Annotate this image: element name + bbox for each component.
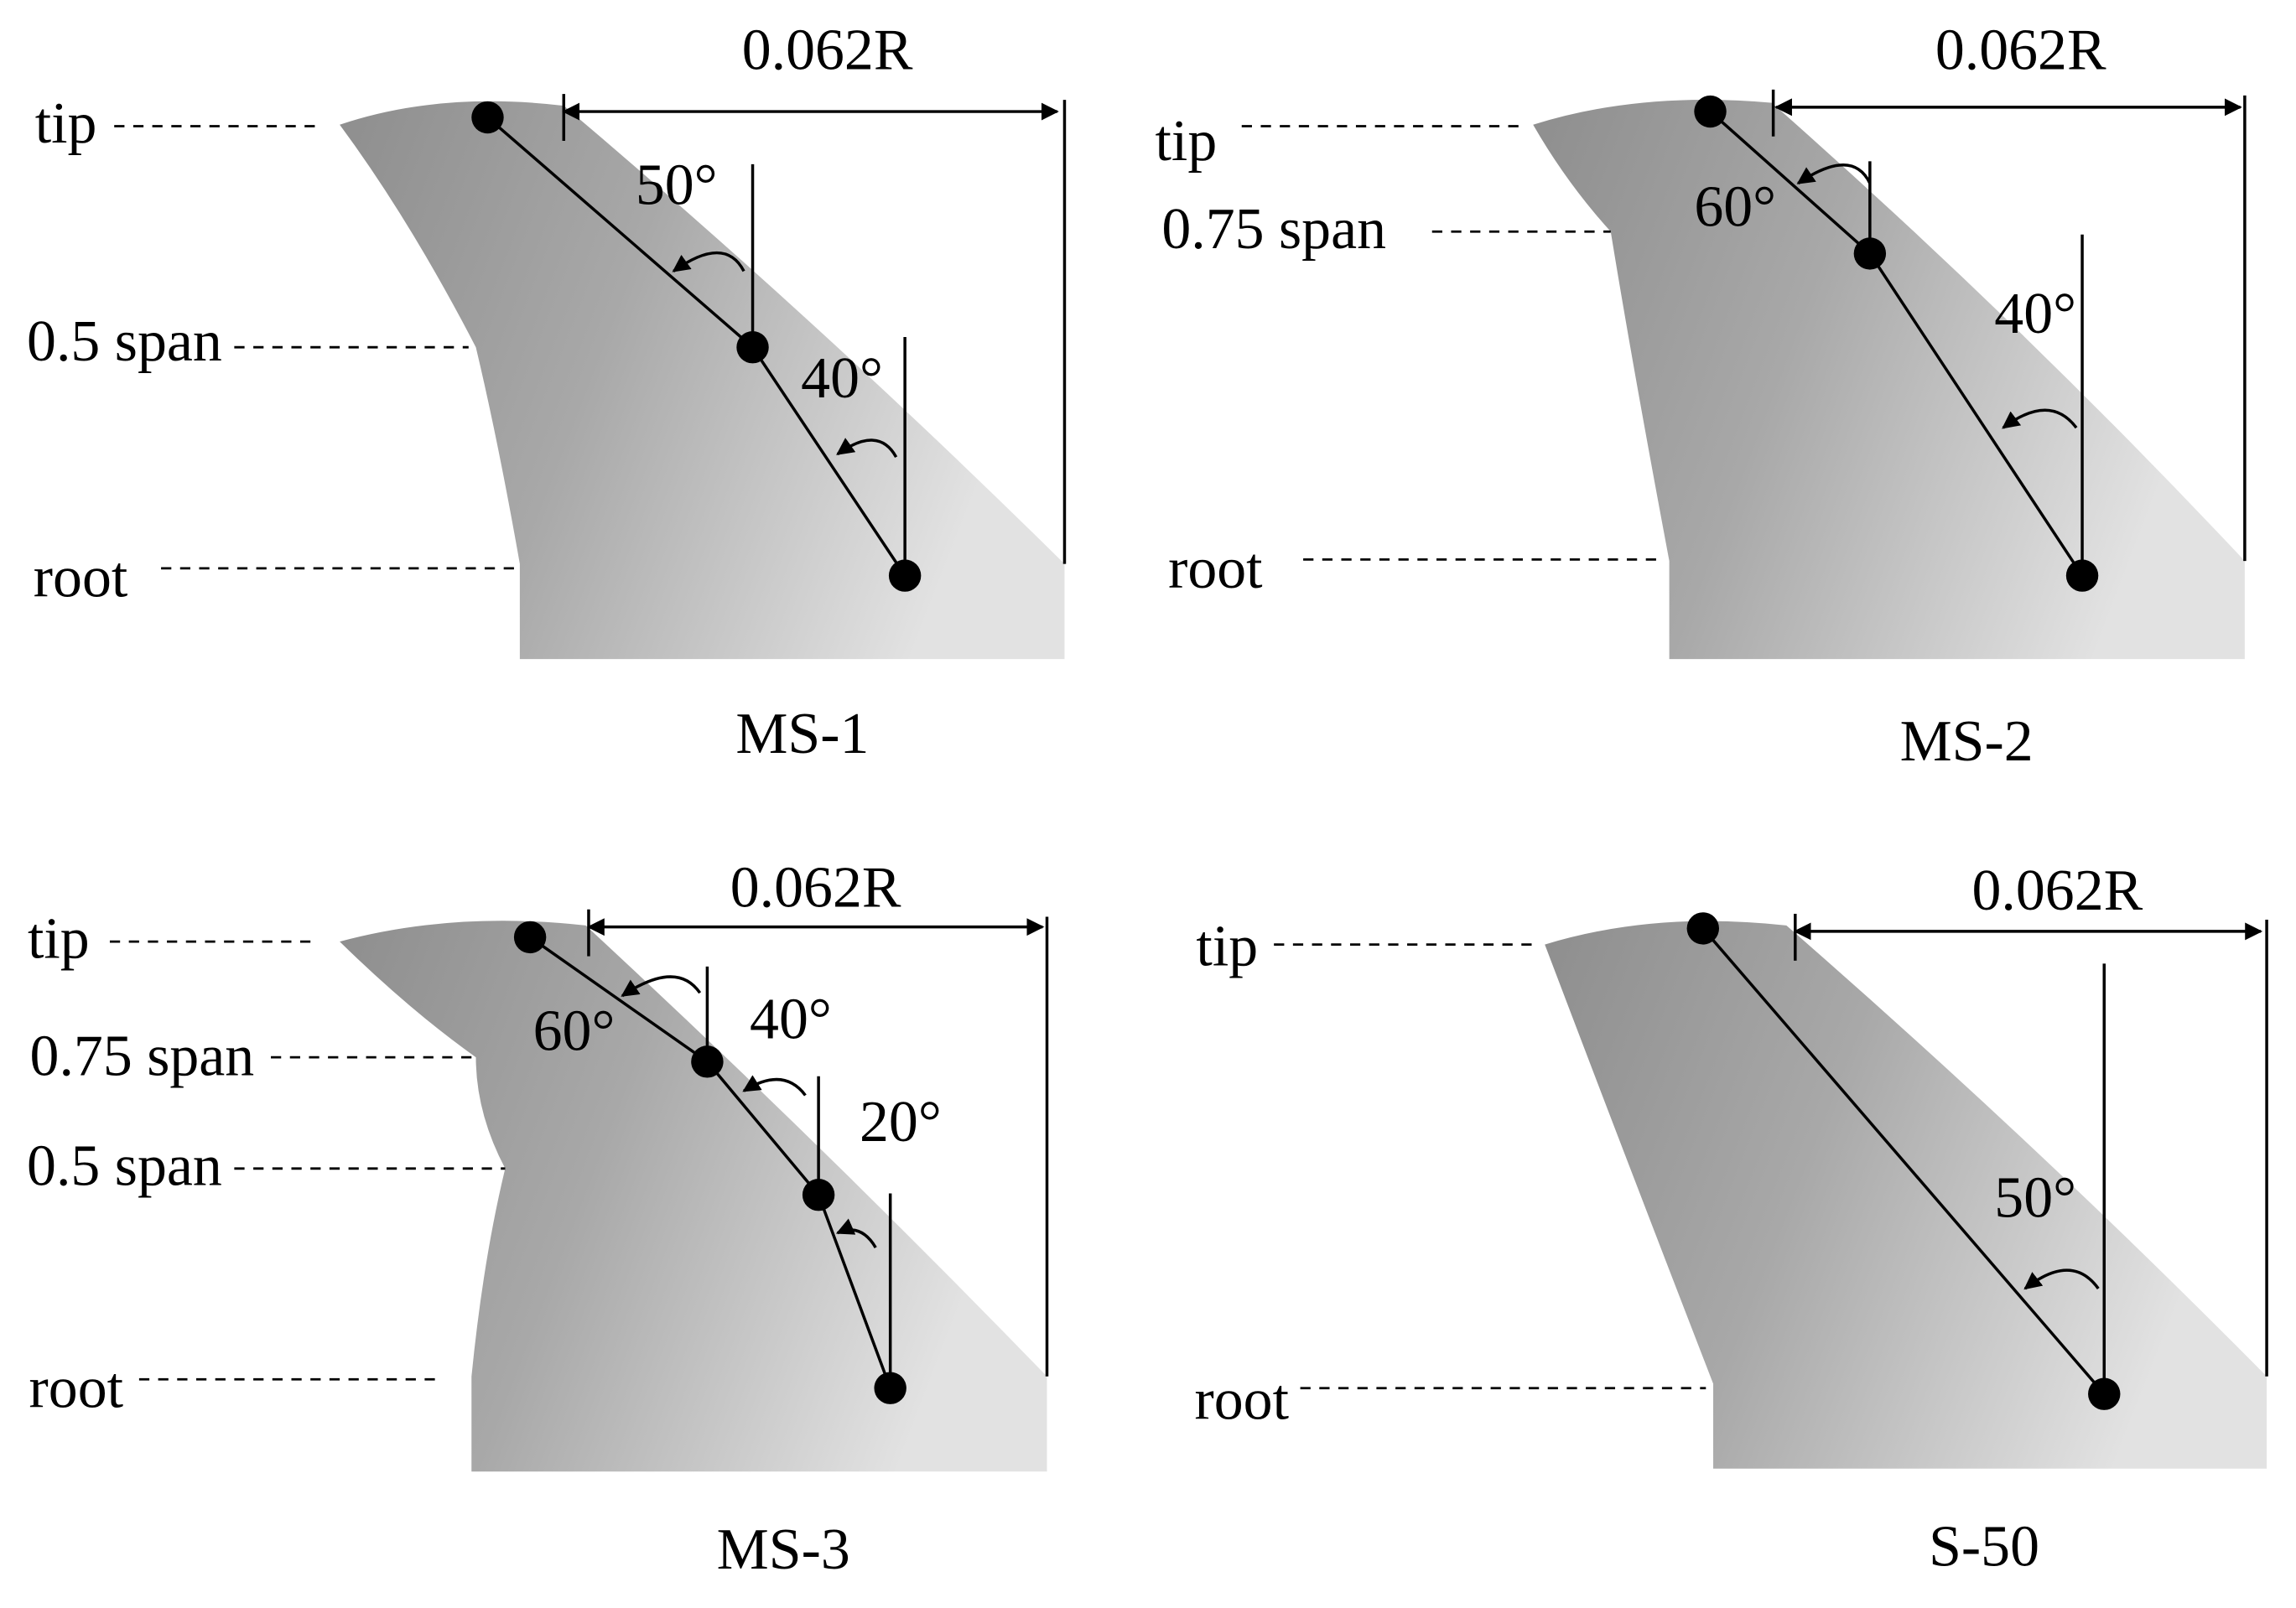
node: [1686, 912, 1720, 945]
station-label: tip: [28, 907, 90, 972]
panel-name: S-50: [1929, 1514, 2039, 1579]
station-label: 0.5 span: [27, 309, 222, 374]
blade: [1533, 99, 2245, 660]
panel-name: MS-1: [735, 702, 869, 766]
angle-arrow: [2023, 1268, 2100, 1290]
node: [802, 1179, 835, 1211]
angle-label: 40°: [801, 346, 883, 411]
node: [691, 1045, 724, 1078]
node: [513, 921, 547, 954]
angle-arrow: [835, 1218, 877, 1249]
station-label: root: [1168, 537, 1262, 601]
dimension-label: 0.062R: [1972, 858, 2143, 923]
angle-arrow: [836, 438, 898, 459]
angle-arrow: [742, 1075, 807, 1097]
node: [2088, 1377, 2121, 1410]
blade: [340, 101, 1065, 660]
angle-arrow: [2002, 408, 2078, 429]
angle-arrow: [1796, 163, 1872, 185]
dimension-label: 0.062R: [742, 18, 913, 83]
panel-name: MS-3: [717, 1517, 850, 1582]
node: [736, 330, 769, 364]
node: [1853, 237, 1887, 270]
blade: [340, 921, 1047, 1472]
node: [2065, 559, 2099, 592]
station-label: root: [34, 545, 127, 609]
dimension-label: 0.062R: [730, 856, 901, 921]
angle-label: 40°: [1994, 282, 2076, 346]
sweep-line: [529, 936, 892, 1389]
sweep-line: [1701, 927, 2106, 1395]
station-label: root: [1195, 1368, 1289, 1433]
angle-label: 40°: [750, 988, 832, 1052]
station-label: tip: [1156, 109, 1218, 174]
station-label: 0.5 span: [27, 1133, 222, 1198]
node: [888, 559, 922, 592]
station-label: tip: [1196, 914, 1258, 978]
node: [1694, 95, 1727, 128]
angle-label: 50°: [1994, 1166, 2076, 1231]
angle-label: 60°: [1694, 175, 1776, 240]
station-label: 0.75 span: [1161, 197, 1386, 262]
node: [471, 101, 504, 134]
angle-label: 60°: [533, 999, 616, 1064]
station-label: 0.75 span: [30, 1024, 255, 1088]
dimension-label: 0.062R: [1935, 18, 2106, 83]
angle-label: 50°: [636, 153, 718, 217]
angle-arrow: [672, 251, 745, 272]
node: [874, 1372, 906, 1404]
station-label: tip: [35, 91, 97, 156]
station-label: root: [29, 1356, 123, 1421]
blade: [1545, 921, 2267, 1469]
angle-label: 20°: [860, 1090, 942, 1154]
panel-name: MS-2: [1900, 709, 2034, 774]
angle-arrow: [621, 975, 702, 998]
